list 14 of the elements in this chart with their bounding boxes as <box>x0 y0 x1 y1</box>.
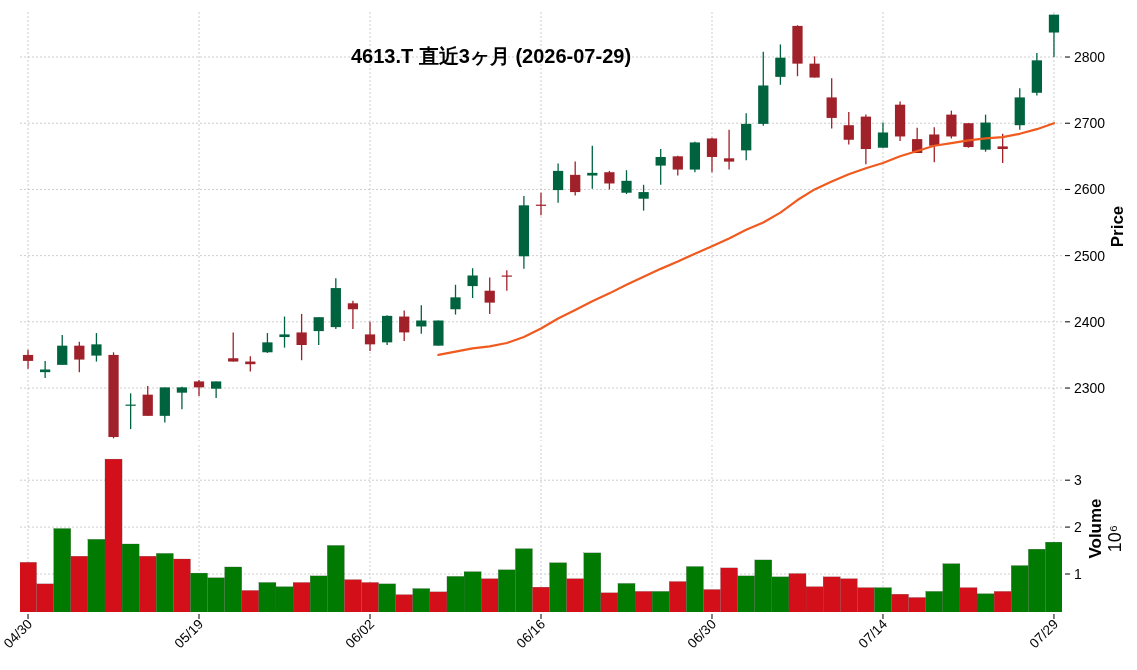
y-tick-label: 2600 <box>1074 181 1106 198</box>
y-tick-label: 2800 <box>1074 49 1106 66</box>
y-tick-label: 2500 <box>1074 247 1106 264</box>
y-tick-label: 1 <box>1074 566 1082 582</box>
y-tick-label: 3 <box>1074 472 1082 489</box>
text: 4613.T 直近3ヶ月 (2026-07-29) <box>350 45 632 67</box>
y-tick-label: 2300 <box>1074 380 1106 397</box>
text: 10⁶ <box>1105 524 1125 553</box>
y-tick-label: 2700 <box>1074 115 1106 132</box>
y-axis-title: Volume <box>1086 498 1105 559</box>
y-tick-label: 2 <box>1074 519 1082 536</box>
y-axis-title: Price <box>1108 205 1127 248</box>
line-series <box>437 122 1056 357</box>
y-tick-label: 2400 <box>1074 313 1106 330</box>
